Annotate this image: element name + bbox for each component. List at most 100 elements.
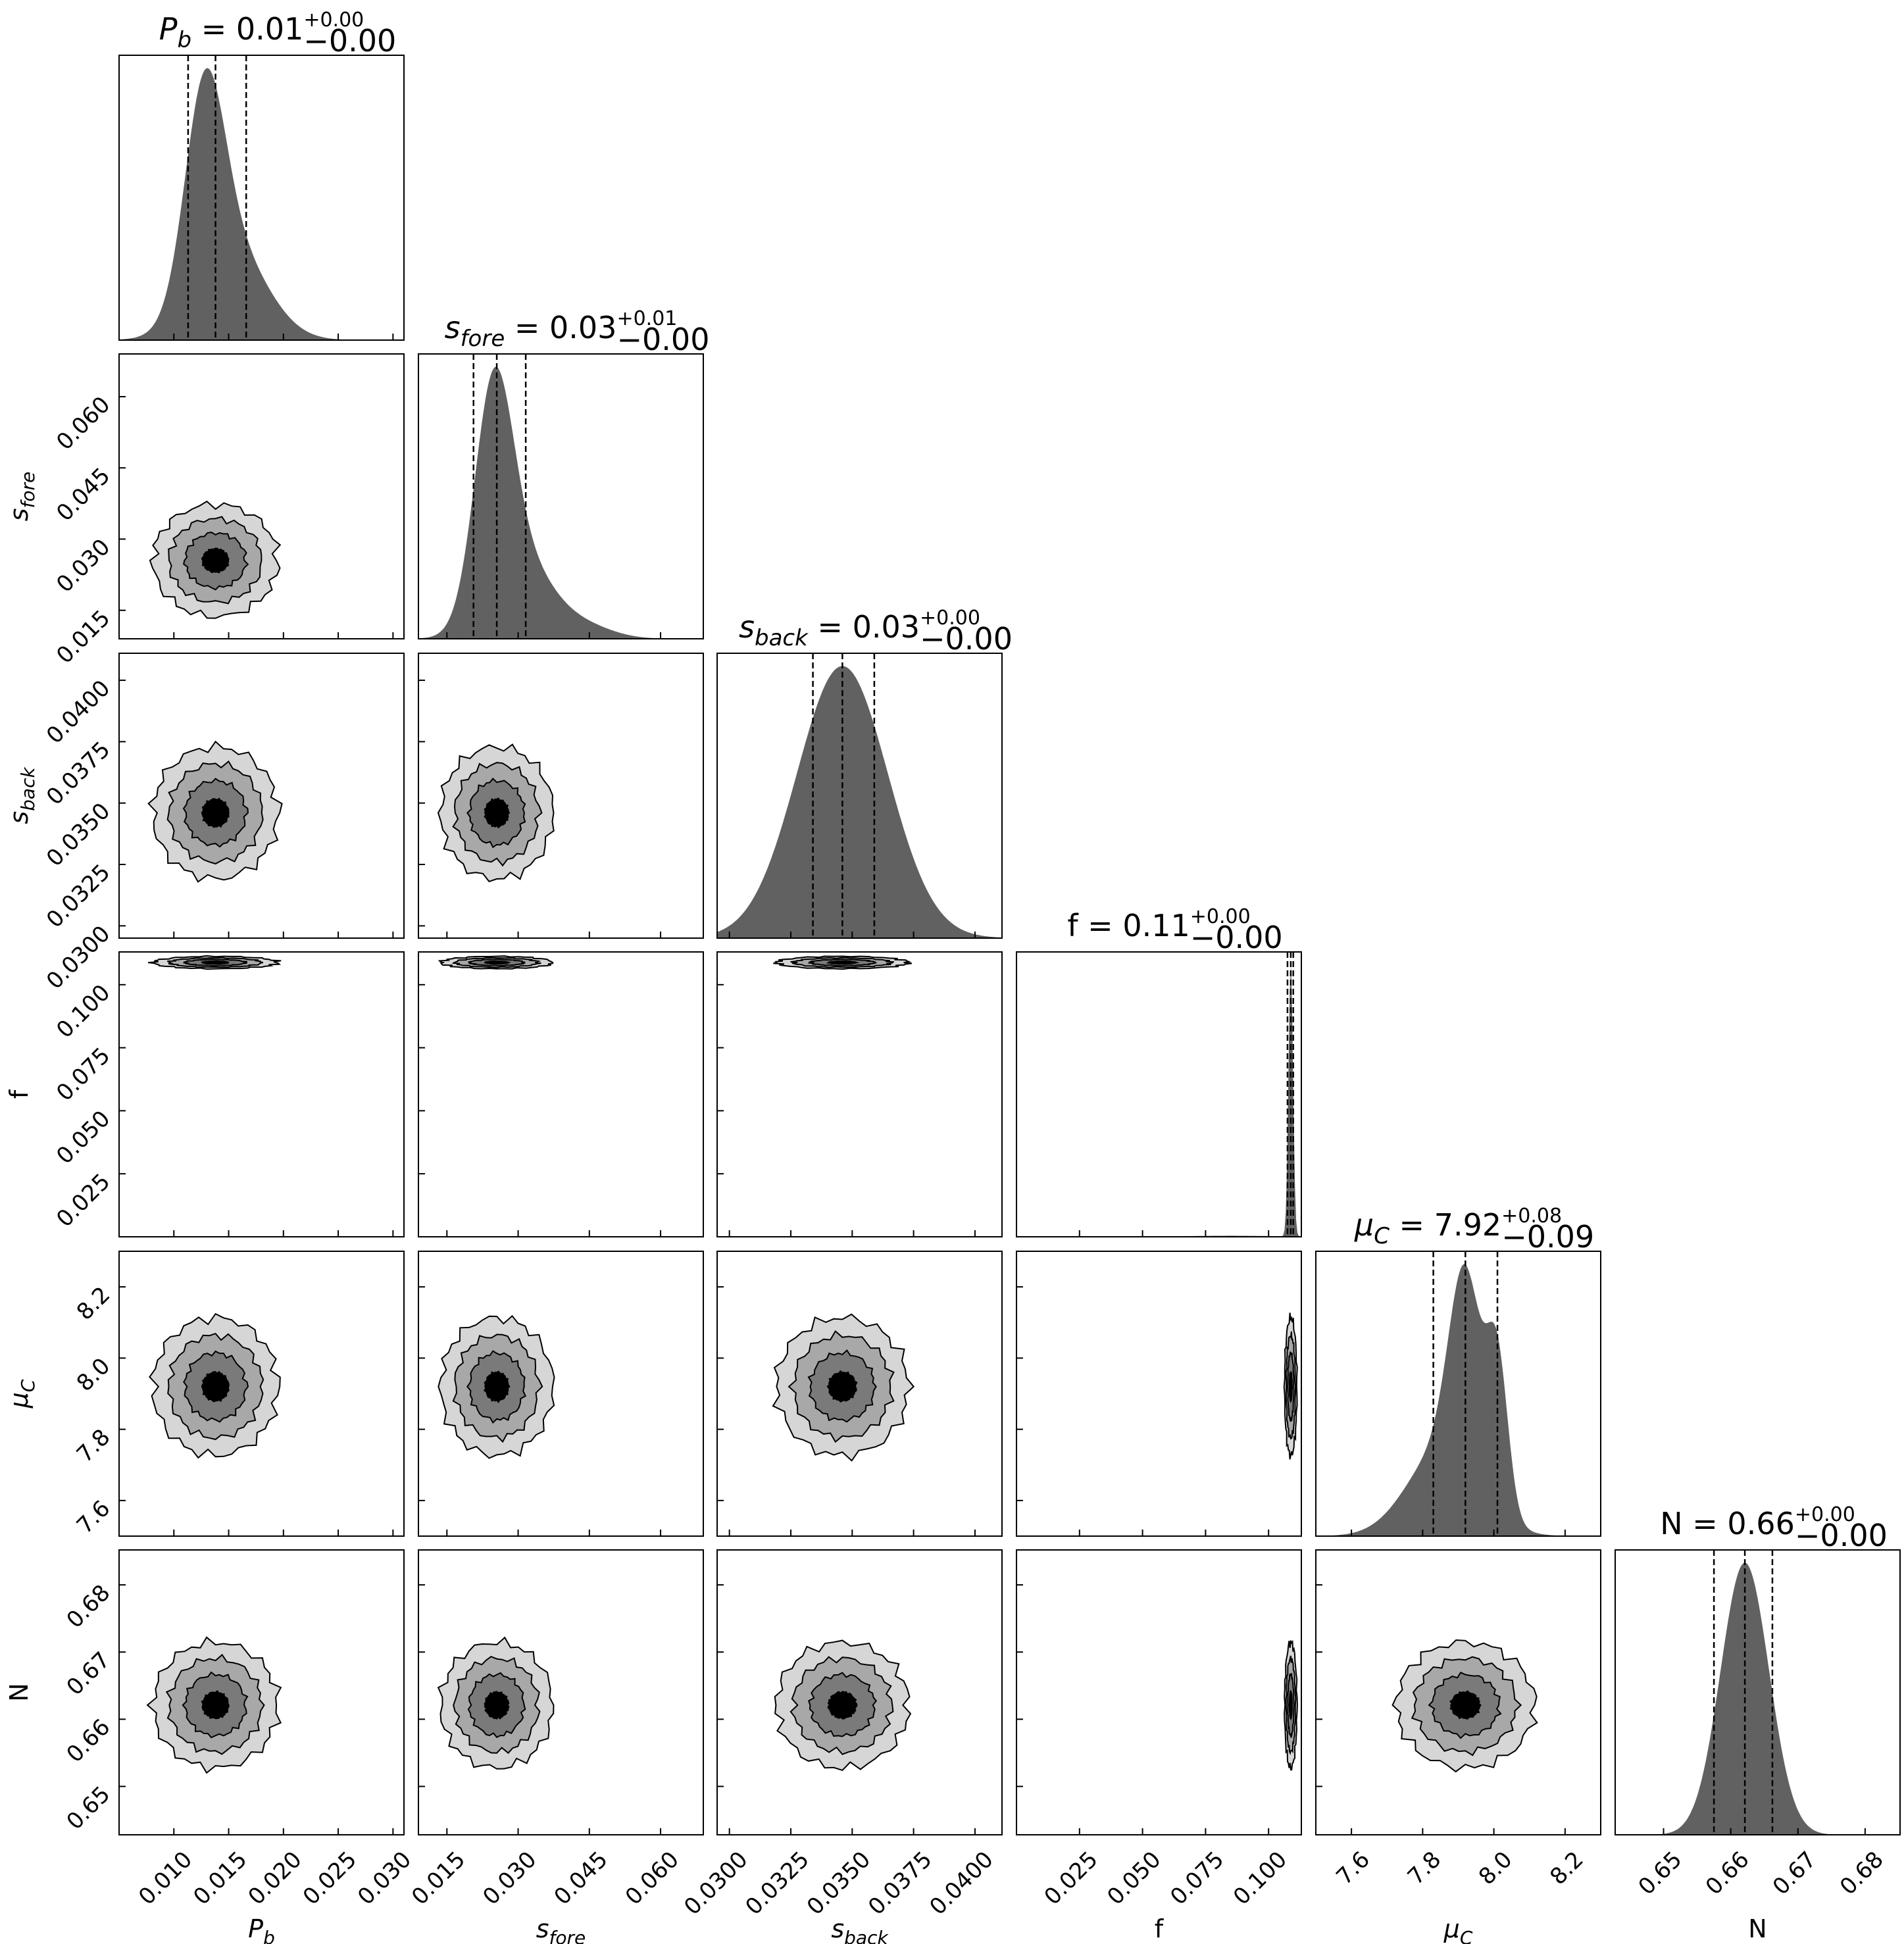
panel-frame [1016,1251,1302,1537]
y-tick-label: 0.075 [51,1043,115,1107]
title-Pb: Pb = 0.01+0.00 [159,9,364,53]
contour-level-4 [826,960,860,965]
title-plus: +0.08 [1501,1205,1562,1228]
label-subscript: C [1460,1927,1473,1944]
x-tick-label: 0.0350 [802,1847,876,1920]
x-tick-label: 0.050 [1102,1847,1166,1910]
title-minus-sback: −0.00 [920,621,1013,657]
contour-panel-muC-vs-f [1016,1251,1302,1537]
histogram-panel-muC: μC = 7.92+0.08−0.09 [1315,1205,1601,1537]
panel-frame [1016,951,1302,1237]
x-tick-label: 0.030 [353,1847,416,1910]
title-sfore: sfore = 0.03+0.01 [445,307,678,352]
title-plus: +0.00 [1795,1503,1855,1526]
panel-frame [716,653,1003,939]
histogram-bars [119,68,404,340]
contour-level-4 [826,1370,858,1403]
panel-frame [118,353,405,639]
y-axis-label-N: N [5,1683,34,1701]
x-tick-label: 0.060 [620,1847,684,1910]
contour-level-4 [1449,1690,1482,1720]
contour-panel-f-vs-sback [716,951,1003,1237]
label-base: s [536,1914,549,1943]
label-subscript: back [844,1927,889,1944]
y-tick-label: 0.66 [62,1714,116,1768]
y-tick-label: 0.030 [51,534,115,598]
label-base: N [1748,1914,1766,1943]
panel-frame [118,951,405,1237]
histogram-bars [1615,1562,1900,1835]
histogram-bars [1316,1264,1601,1536]
contour-level-4 [484,960,511,965]
x-tick-label: 0.030 [478,1847,541,1910]
x-tick-label: 0.015 [407,1847,470,1910]
histogram-panel-sback: sback = 0.03+0.00−0.00 [716,607,1013,939]
contour-level-4 [827,1691,858,1720]
contour-level-4 [201,547,230,574]
title-plus: +0.00 [1190,905,1251,928]
contour-panel-muC-vs-Pb: 7.6 7.8 8.0 8.2 [72,1251,405,1539]
contour-panel-N-vs-muC: 7.6 7.8 8.0 8.2 [1315,1549,1601,1891]
label-base: f [5,1089,34,1099]
panel-frame [1315,1549,1601,1835]
x-tick-label: 7.6 [1331,1847,1375,1891]
panel-frame [716,1251,1003,1537]
title-N: N = 0.66+0.00 [1660,1503,1855,1541]
x-tick-label: 0.0325 [740,1847,814,1920]
label-base: N [5,1683,34,1701]
x-tick-label: 0.045 [549,1847,613,1910]
panel-frame [716,1549,1003,1835]
y-tick-label: 0.045 [51,462,115,526]
title-subscript: C [1374,1223,1390,1249]
title-symbol: s [445,310,461,345]
title-minus-muC: −0.09 [1501,1219,1594,1255]
title-value: 7.92 [1434,1207,1501,1243]
title-f: f = 0.11+0.00 [1067,905,1250,943]
x-tick-label: 0.65 [1634,1847,1688,1901]
contour-level-4 [483,1370,511,1403]
x-axis-label-Pb: Pb [248,1914,275,1944]
y-axis-label-sback: sback [5,766,39,824]
y-tick-label: 0.015 [51,605,115,669]
x-axis-label-muC: μC [1443,1914,1473,1944]
title-minus-Pb: −0.00 [303,23,396,59]
x-tick-label: 0.66 [1701,1847,1755,1901]
x-tick-label: 0.025 [1040,1847,1103,1910]
contour-panel-f-vs-sfore [418,951,704,1237]
title-subscript: back [755,625,809,651]
contour-level-4 [1288,1689,1293,1721]
title-plus: +0.00 [920,607,980,630]
title-value: 0.66 [1727,1506,1794,1541]
histogram-panel-f: f = 0.11+0.00−0.00 [1016,905,1302,1237]
panel-frame [118,1549,405,1835]
x-tick-label: 0.075 [1165,1847,1229,1910]
panel-frame [118,55,405,341]
x-tick-label: 0.0375 [863,1847,937,1920]
y-tick-label: 0.65 [62,1782,116,1835]
title-symbol: N [1660,1506,1682,1541]
title-plus: +0.00 [303,9,364,32]
panel-frame [418,951,704,1237]
contour-level-4 [484,1691,510,1720]
title-minus-f: −0.00 [1190,920,1283,955]
title-muC: μC = 7.92+0.08 [1354,1205,1562,1249]
x-axis-label-f: f [1155,1914,1165,1943]
label-subscript: b [263,1927,275,1944]
label-subscript: back [17,766,39,811]
y-axis-label-muC: μC [5,1379,39,1408]
histogram-panel-Pb: Pb = 0.01+0.00−0.00 [118,9,405,341]
panel-frame [118,653,405,939]
y-tick-label: 0.0325 [41,859,115,933]
title-symbol: s [739,609,755,645]
title-plus: +0.01 [616,307,677,330]
x-tick-label: 0.0300 [679,1847,753,1920]
panel-frame [1016,1549,1302,1835]
contour-panel-sfore-vs-Pb: 0.015 0.030 0.045 0.060 [51,353,405,669]
panel-frame [418,353,704,639]
panel-frame [1615,1549,1901,1835]
histogram-bars [418,366,703,639]
histogram-bars [1016,964,1301,1237]
